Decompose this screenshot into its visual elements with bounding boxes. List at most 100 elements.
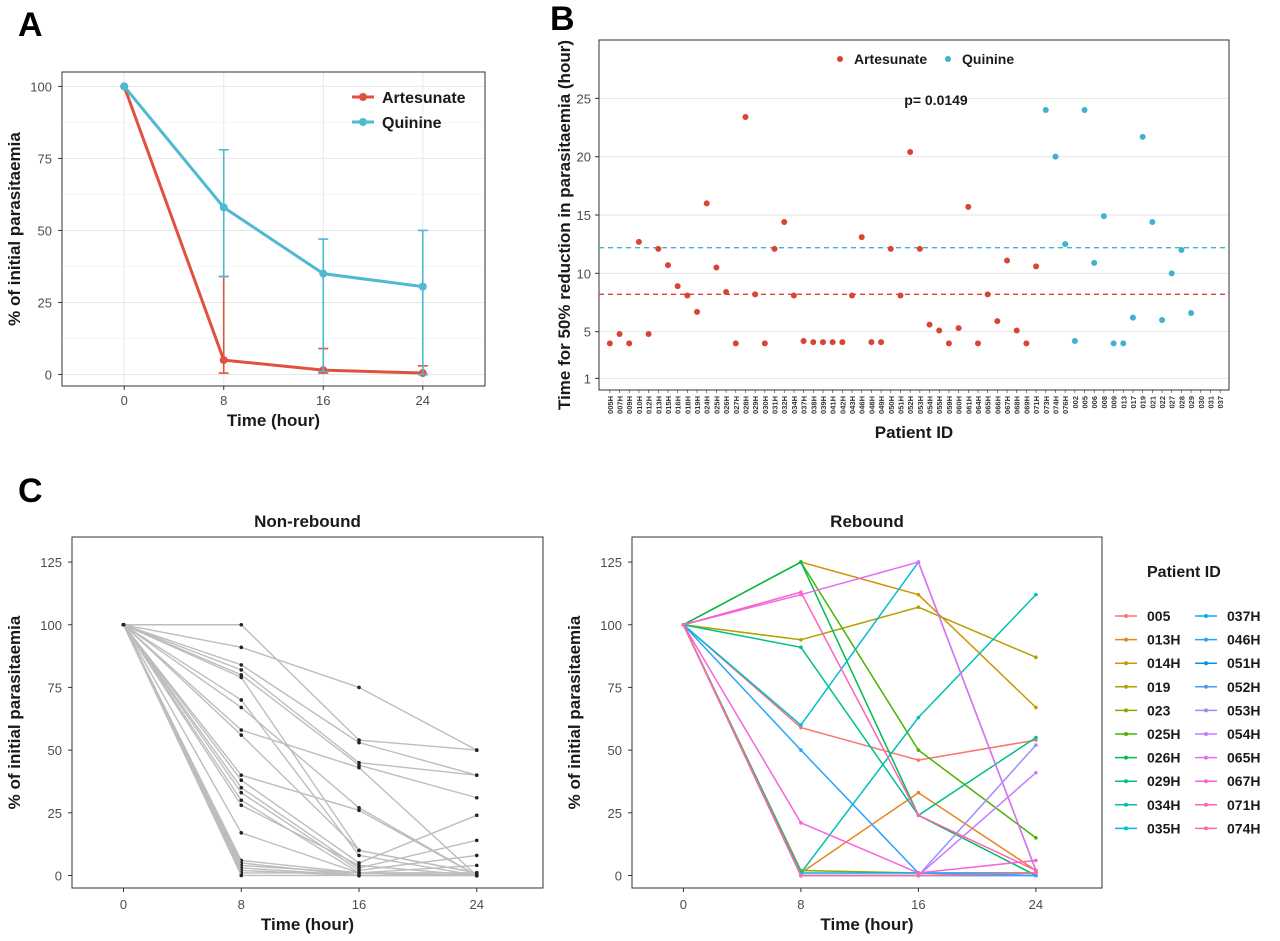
legend-label: 023 <box>1147 702 1171 718</box>
data-point <box>916 758 921 762</box>
series-line <box>123 624 478 751</box>
y-tick-label: 25 <box>577 91 591 106</box>
x-tick-label: 067H <box>1003 396 1012 414</box>
y-tick-label: 10 <box>577 266 591 281</box>
x-tick-label: 16 <box>352 897 366 912</box>
data-point <box>1034 655 1038 660</box>
x-tick-label: 041H <box>829 396 838 414</box>
legend-key-dot <box>1204 614 1208 618</box>
legend-key-dot <box>1204 637 1208 642</box>
subplot-title: Non-rebound <box>254 512 361 531</box>
data-point <box>1034 705 1038 710</box>
legend-key-dot <box>1204 826 1208 831</box>
x-tick-label: 052H <box>906 396 915 414</box>
x-tick-label: 037H <box>800 396 809 414</box>
data-point <box>868 339 875 346</box>
data-point <box>674 283 681 290</box>
data-point <box>1129 314 1136 321</box>
data-point <box>357 868 361 873</box>
data-point <box>849 292 856 299</box>
data-point <box>887 245 894 252</box>
x-tick-label: 8 <box>238 897 245 912</box>
series-line <box>683 624 1037 817</box>
x-tick-label: 028 <box>1177 396 1186 409</box>
series-line <box>123 624 477 799</box>
data-point <box>1034 738 1038 742</box>
x-tick-label: 073H <box>1042 396 1051 414</box>
data-point <box>357 861 361 865</box>
data-point <box>1034 592 1038 597</box>
data-point <box>916 871 921 875</box>
legend-key-dot <box>1124 802 1128 807</box>
x-tick-label: 051H <box>896 396 905 414</box>
data-point <box>916 605 921 609</box>
x-tick-label: 010H <box>635 396 644 414</box>
data-point <box>239 733 244 737</box>
x-tick-label: 16 <box>316 393 330 408</box>
data-point <box>974 340 981 347</box>
legend-key-dot <box>1124 661 1128 666</box>
data-point <box>1034 735 1038 740</box>
data-point <box>916 813 921 818</box>
x-axis-title: Patient ID <box>875 423 953 442</box>
x-tick-label: 8 <box>220 393 227 408</box>
legend-key-dot <box>1124 637 1128 642</box>
legend-label: 071H <box>1227 797 1260 813</box>
x-tick-label: 055H <box>935 396 944 414</box>
series-line-group <box>121 622 479 873</box>
legend-label: 029H <box>1147 773 1180 789</box>
data-point <box>752 291 759 298</box>
legend-key-dot <box>1204 779 1208 784</box>
data-point <box>1178 247 1185 253</box>
y-tick-label: 75 <box>48 680 62 695</box>
y-tick-label: 0 <box>615 868 622 883</box>
data-point <box>606 340 613 347</box>
x-tick-label: 0 <box>120 897 127 912</box>
data-point <box>418 282 427 291</box>
data-point <box>239 790 244 795</box>
x-tick-label: 048H <box>867 396 876 414</box>
x-tick-label: 0 <box>680 897 687 912</box>
data-point <box>357 763 361 767</box>
data-point <box>858 234 865 241</box>
data-point <box>790 292 797 299</box>
data-point <box>916 560 921 564</box>
x-tick-label: 016H <box>674 396 683 414</box>
data-point <box>357 738 361 742</box>
y-tick-label: 15 <box>577 208 591 223</box>
data-point <box>916 748 921 752</box>
data-point <box>474 838 479 843</box>
legend-key-dot <box>1204 708 1208 713</box>
legend-label: 014H <box>1147 655 1180 671</box>
data-point <box>799 821 803 825</box>
legend-label: 034H <box>1147 797 1180 813</box>
data-point <box>799 590 803 594</box>
x-tick-label: 005 <box>1081 396 1090 409</box>
x-tick-label: 053H <box>916 396 925 414</box>
x-tick-label: 029 <box>1187 396 1196 409</box>
data-point <box>474 863 479 868</box>
series-line <box>123 624 477 877</box>
data-point <box>239 773 244 777</box>
data-point <box>936 327 943 334</box>
x-tick-label: 049H <box>877 396 886 414</box>
data-point <box>1159 317 1166 323</box>
data-point <box>239 673 244 677</box>
x-axis-title: Time (hour) <box>820 915 913 934</box>
x-tick-label: 024H <box>703 396 712 414</box>
x-tick-label: 019 <box>1139 396 1148 409</box>
legend-label: 005 <box>1147 608 1171 624</box>
data-point <box>357 808 361 813</box>
y-tick-label: 100 <box>600 618 622 633</box>
data-point <box>1033 263 1040 270</box>
data-point <box>239 728 244 732</box>
data-point <box>681 622 686 627</box>
data-point <box>239 668 244 672</box>
legend-label: 046H <box>1227 632 1260 648</box>
x-tick-label: 025H <box>712 396 721 414</box>
y-tick-label: 0 <box>45 367 52 382</box>
y-tick-label: 50 <box>38 223 52 238</box>
data-point <box>1013 327 1020 334</box>
data-point <box>1149 219 1156 225</box>
data-point <box>219 356 228 365</box>
